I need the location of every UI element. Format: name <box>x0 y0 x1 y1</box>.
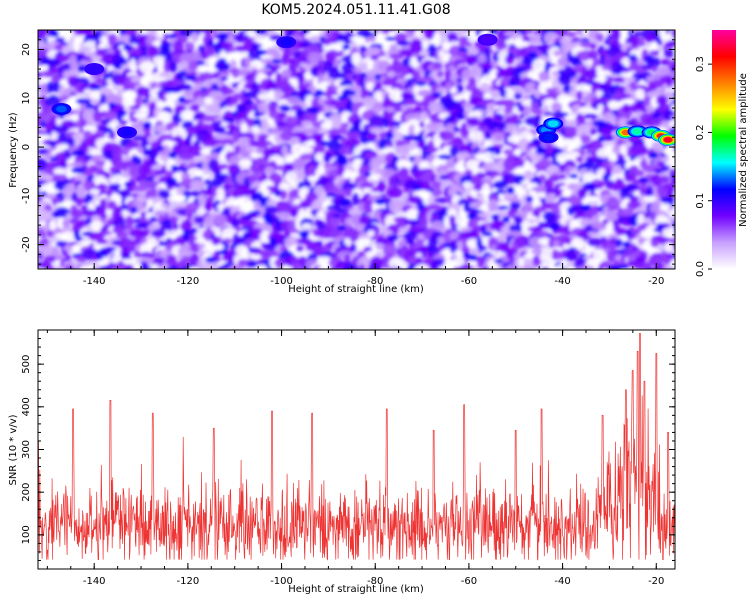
y-tick-label: 200 <box>21 483 32 502</box>
colorbar-ticks: 0.0 0.1 0.2 0.3 <box>695 56 712 277</box>
heatmap-hotspot <box>84 63 105 76</box>
colorbar-tick-label: 0.1 <box>695 193 706 209</box>
heatmap-image <box>38 30 675 269</box>
y-tick-label: -20 <box>21 236 32 252</box>
colorbar-gradient <box>712 30 736 269</box>
y-tick-label: 20 <box>21 43 32 56</box>
heatmap-frame <box>37 29 676 270</box>
heatmap-hotspot <box>477 33 498 46</box>
heatmap-hotspot <box>543 117 564 130</box>
y-tick-label: 400 <box>21 397 32 416</box>
x-tick-label: -120 <box>177 576 200 587</box>
snr-axis-ticks: -140 -120 -100 -80 -60 -40 -20 100 200 300 400 500 <box>21 329 675 587</box>
x-tick-label: -80 <box>367 576 383 587</box>
heatmap-hotspot <box>538 131 559 144</box>
x-tick-label: -120 <box>177 276 200 287</box>
snr-series-line <box>38 333 675 561</box>
x-tick-label: -140 <box>83 576 106 587</box>
x-tick-label: -80 <box>367 276 383 287</box>
figure-title: KOM5.2024.051.11.41.G08 <box>261 2 450 18</box>
y-tick-label: 100 <box>21 525 32 544</box>
x-tick-label: -60 <box>461 576 477 587</box>
heatmap-hotspot <box>116 126 137 139</box>
snr-panel: -140 -120 -100 -80 -60 -40 -20100200300400500 … <box>8 329 676 595</box>
x-tick-label: -140 <box>83 276 106 287</box>
y-tick-label: 0 <box>21 144 32 150</box>
heatmap-xlabel: Height of straight line (km) <box>288 284 424 295</box>
colorbar-tick-label: 0.0 <box>695 261 706 277</box>
x-tick-label: -60 <box>461 276 477 287</box>
snr-xlabel: Height of straight line (km) <box>288 584 424 595</box>
colorbar-tick-label: 0.3 <box>695 56 706 72</box>
heatmap-hotspot <box>51 103 72 116</box>
y-tick-label: 500 <box>21 355 32 374</box>
x-tick-label: -20 <box>648 576 664 587</box>
y-tick-label: 300 <box>21 440 32 459</box>
snr-ylabel: SNR (10 * v/v) <box>8 414 19 485</box>
x-tick-label: -100 <box>270 576 293 587</box>
heatmap-ylabel: Frequency (Hz) <box>8 112 19 188</box>
y-tick-label: 10 <box>21 92 32 105</box>
colorbar-label: Normalized spectral amplitude <box>738 73 749 227</box>
heatmap-hotspot <box>657 133 675 146</box>
heatmap-hotspot <box>276 36 297 49</box>
colorbar-tick-label: 0.2 <box>695 124 706 140</box>
x-tick-label: -40 <box>554 276 570 287</box>
x-tick-label: -40 <box>554 576 570 587</box>
colorbar: 0.0 0.1 0.2 0.3 Normalized spectral amplitu… <box>695 30 749 277</box>
x-tick-label: -20 <box>648 276 664 287</box>
snr-frame <box>37 329 676 570</box>
x-tick-label: -100 <box>270 276 293 287</box>
y-tick-label: -10 <box>21 188 32 204</box>
